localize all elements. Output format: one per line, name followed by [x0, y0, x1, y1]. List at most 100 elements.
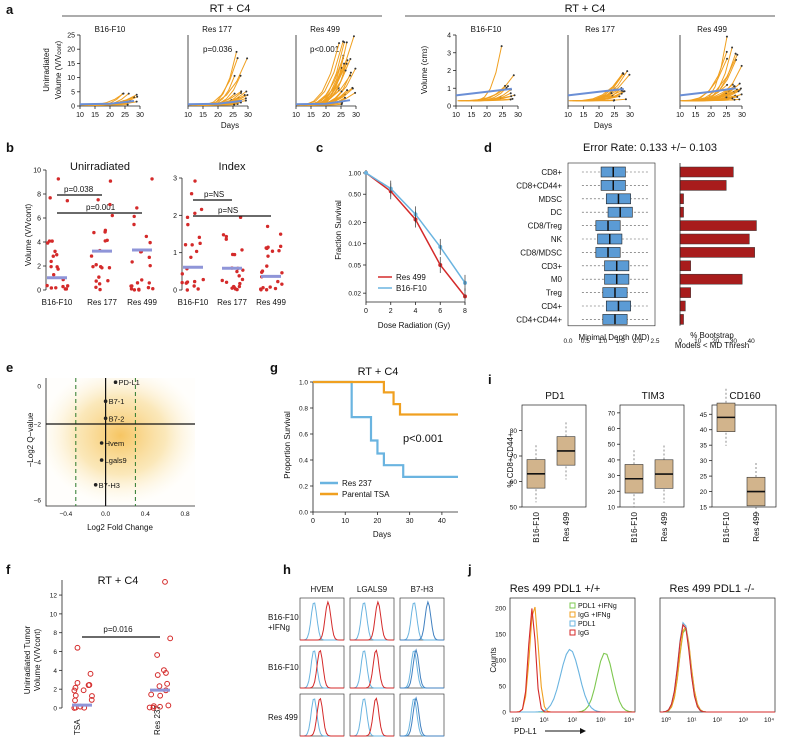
- panel-a-curve-end-dot: [126, 103, 129, 106]
- panel-i-frame: [521, 404, 587, 508]
- panel-b-point: [189, 191, 194, 196]
- panel-a-ytick-label: 25: [67, 33, 75, 40]
- panel-b-point: [92, 230, 96, 235]
- panel-f-point: [85, 682, 92, 689]
- panel-c-legend-label: B16-F10: [396, 284, 427, 293]
- panel-g-km-curve: [313, 380, 458, 416]
- panel-b-point: [110, 213, 115, 218]
- panel-f-title: RT + C4: [98, 575, 139, 587]
- panel-b-point: [49, 264, 53, 269]
- panel-j-right-title: Res 499 PDL1 -/-: [670, 583, 755, 595]
- panel-j-left-title: Res 499 PDL1 +/+: [510, 583, 601, 595]
- panel-d-letter: d: [484, 140, 492, 155]
- panel-g-xlabel: Days: [373, 530, 391, 539]
- panel-e-gene-label: PD-L1: [119, 378, 140, 387]
- panel-d-category-label: CD4+: [541, 302, 562, 311]
- panel-j-xlabel-arrow-head: [580, 728, 586, 734]
- panel-i-frame: [619, 404, 685, 508]
- panel-e-xtick-label: 0.4: [141, 511, 150, 518]
- panel-a-curve-end-dot: [233, 74, 236, 77]
- panel-h-histogram-frame: [349, 645, 395, 689]
- panel-a-ytick-label: 10: [67, 75, 75, 82]
- panel-f-ytick-label: 4: [53, 668, 57, 675]
- panel-f-point: [157, 692, 164, 699]
- panel-a-curve-end-dot: [626, 70, 629, 73]
- panel-j-histogram-curve: [510, 608, 635, 713]
- panel-a-xtick-label: 25: [337, 112, 345, 119]
- panel-b-ytick-label: 4: [37, 240, 41, 247]
- panel-h-histogram-curve: [400, 696, 444, 737]
- panel-a-right-title-2: Res 177: [585, 25, 615, 34]
- panel-f-point: [157, 703, 163, 710]
- panel-b-point: [98, 264, 103, 269]
- panel-b-p1: p=0.038: [64, 185, 94, 194]
- panel-f-ylabel-2: Volume (V/Vcont): [33, 629, 42, 692]
- panel-a-curve-end-dot: [349, 71, 352, 74]
- panel-b-point: [273, 286, 278, 291]
- panel-i-ytick-label: 30: [608, 473, 616, 480]
- panel-a-right-xlabel: Days: [594, 121, 612, 130]
- panel-d-right-xtick-label: 20: [712, 338, 720, 345]
- panel-c-letter: c: [316, 140, 323, 155]
- panel-h-histogram-curve: [350, 698, 394, 737]
- panel-h-histogram-curve: [300, 697, 344, 737]
- panel-a-curve-end-dot: [510, 95, 513, 98]
- panel-f-ytick-label: 12: [50, 593, 58, 600]
- panel-e-gene-point: [99, 458, 104, 462]
- panel-a-growth-curve: [473, 89, 512, 102]
- panel-b-point: [180, 272, 184, 276]
- panel-g-ytick-label: 1.0: [299, 380, 308, 387]
- panel-a-curve-end-dot: [734, 52, 737, 55]
- panel-b-point: [220, 278, 224, 283]
- panel-f-letter: f: [6, 562, 11, 577]
- panel-i-ytick-label: 40: [608, 457, 616, 464]
- panel-d-right-xlabel-1: % Bootstrap: [690, 331, 734, 340]
- panel-a-curve-end-dot: [511, 97, 514, 100]
- panel-g-ylabel: Proportion Survival: [283, 411, 292, 479]
- panel-i-subtitle: TIM3: [642, 391, 665, 402]
- panel-e-ytick-label: −6: [34, 498, 42, 505]
- panel-b-point: [147, 255, 151, 260]
- panel-f-point: [89, 693, 95, 699]
- panel-a-curve-end-dot: [740, 93, 743, 96]
- panel-i-plots: PD1 50 60 70 80 B16-F10 Res 499 TIM3 10 20 30 40 50 6…: [510, 388, 777, 543]
- panel-e-gene-label: Lgals9: [105, 456, 127, 465]
- panel-a-curve-end-dot: [349, 74, 352, 77]
- panel-j-plots: 10⁰ 10¹ 10² 10³ 10⁴ 10⁰ 10¹ 10² 10³ 10⁴ PDL1 +IFNg…: [495, 597, 776, 724]
- panel-a-curve-end-dot: [628, 73, 631, 76]
- panel-b-point: [230, 252, 235, 257]
- panel-a-growth-curve: [311, 103, 342, 106]
- panel-b-point: [224, 280, 229, 285]
- panel-g-ytick-label: 0.8: [299, 406, 308, 413]
- panel-f-pvalue: p=0.016: [103, 625, 133, 634]
- panel-a-curve-end-dot: [504, 84, 507, 87]
- panel-a-curve-end-dot: [505, 86, 508, 89]
- panel-e-plot: 0 −2 −4 −6 −0.4 0.0 0.4 0.8 PD-L1 B7-1 B7-2 Hvem Lga…: [34, 378, 195, 518]
- panel-d-bar: [679, 180, 727, 191]
- panel-d-category-label: DC: [550, 208, 562, 217]
- panel-a-curve-end-dot: [239, 74, 242, 77]
- panel-b-point: [55, 253, 59, 257]
- panel-c-ylabel: Fraction Survival: [334, 200, 343, 260]
- panel-a-curve-end-dot: [338, 42, 341, 45]
- panel-j-xtick-label: 10³: [739, 717, 749, 724]
- panel-h-histogram-curve: [350, 600, 394, 641]
- panel-b-point: [53, 249, 57, 254]
- panel-a-curve-end-dot: [622, 90, 625, 93]
- panel-b-point: [186, 222, 190, 227]
- panel-b-point: [97, 282, 102, 286]
- panel-a-growth-curve: [203, 51, 237, 106]
- panel-b-point: [240, 277, 245, 282]
- panel-a-curve-end-dot: [613, 99, 616, 102]
- panel-j: j Res 499 PDL1 +/+ Res 499 PDL1 -/- Coun…: [467, 562, 776, 736]
- panel-b-point: [264, 288, 269, 292]
- panel-a-xtick-label: 30: [626, 112, 634, 119]
- panel-e-xtick-label: 0.8: [181, 511, 190, 518]
- panel-b-point: [235, 269, 239, 274]
- panel-a-median-curve: [295, 99, 351, 106]
- panel-b-point: [94, 263, 98, 267]
- panel-j-ytick-label: 200: [495, 606, 506, 613]
- panel-e-ytick-label: −2: [34, 422, 42, 429]
- panel-a-curve-end-dot: [236, 57, 239, 60]
- panel-b-point: [280, 271, 284, 275]
